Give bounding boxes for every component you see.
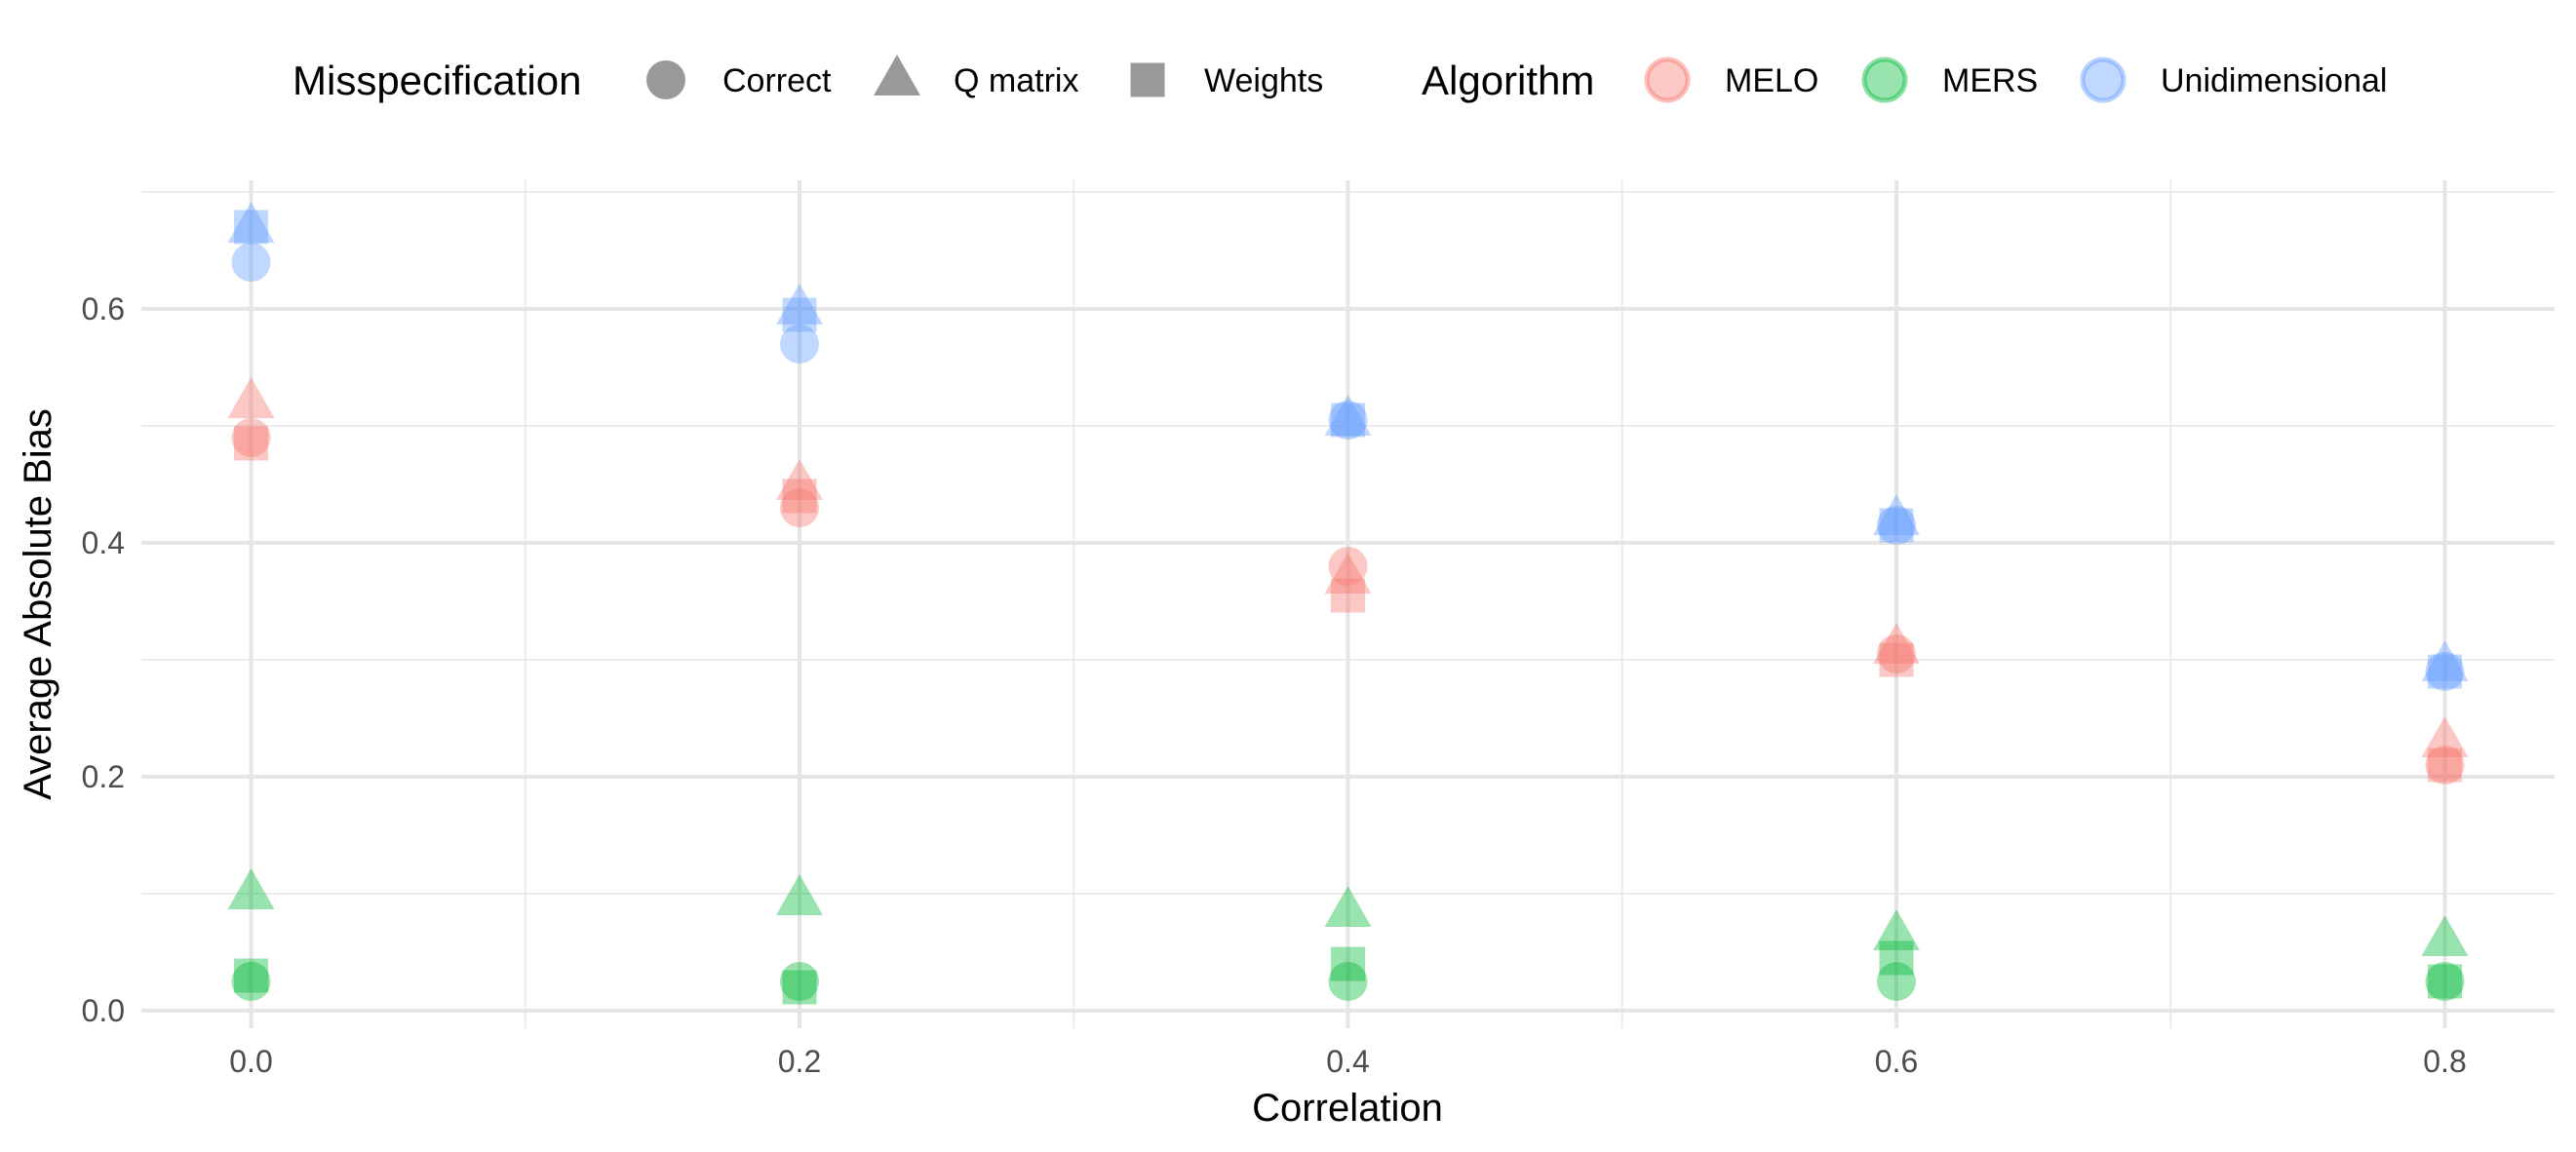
legend-color-swatch bbox=[2080, 57, 2127, 103]
legend-color-label: MELO bbox=[1725, 62, 1818, 99]
x-tick-label: 0.2 bbox=[778, 1044, 821, 1079]
unidimensional-weights-point bbox=[234, 210, 268, 245]
legend-color-title: Algorithm bbox=[1422, 58, 1594, 103]
legend-color-label: Unidimensional bbox=[2161, 62, 2387, 99]
mers-correct-point bbox=[2425, 962, 2465, 1001]
unidimensional-q-matrix-point bbox=[1324, 394, 1372, 436]
mers-weights-point bbox=[2428, 964, 2462, 999]
unidimensional-correct-point bbox=[231, 243, 271, 282]
melo-correct-point bbox=[231, 418, 271, 457]
melo-correct-point bbox=[1877, 634, 1916, 673]
unidimensional-weights-point bbox=[782, 297, 817, 332]
mers-q-matrix-point bbox=[776, 873, 823, 915]
legend-circle-icon bbox=[646, 60, 685, 99]
mers-weights-point bbox=[1879, 941, 1914, 976]
legend-color-items: MELO MERS Unidimensional bbox=[1644, 57, 2387, 103]
data-points bbox=[227, 201, 2469, 1005]
legend-shape-label: Q matrix bbox=[954, 62, 1078, 99]
legend-color-swatch bbox=[1644, 57, 1691, 103]
x-axis-ticks: 0.0 0.2 0.4 0.6 0.8 bbox=[229, 1044, 2466, 1079]
y-tick-label: 0.0 bbox=[82, 993, 125, 1028]
melo-q-matrix-point bbox=[1324, 552, 1372, 594]
legend-color-label: MERS bbox=[1942, 62, 2038, 99]
x-tick-label: 0.0 bbox=[229, 1044, 272, 1079]
unidimensional-q-matrix-point bbox=[1873, 493, 1920, 535]
x-tick-label: 0.4 bbox=[1326, 1044, 1369, 1079]
unidimensional-correct-point bbox=[2425, 652, 2465, 691]
melo-q-matrix-point bbox=[776, 458, 823, 500]
y-tick-label: 0.6 bbox=[82, 291, 125, 326]
x-tick-label: 0.8 bbox=[2423, 1044, 2466, 1079]
unidimensional-q-matrix-point bbox=[227, 201, 275, 243]
x-axis-title: Correlation bbox=[1252, 1087, 1443, 1130]
melo-weights-point bbox=[234, 426, 268, 461]
melo-weights-point bbox=[1331, 578, 1365, 613]
mers-q-matrix-point bbox=[227, 867, 275, 909]
melo-weights-point bbox=[782, 479, 817, 514]
unidimensional-weights-point bbox=[1331, 403, 1365, 438]
mers-weights-point bbox=[1331, 946, 1365, 981]
gridlines bbox=[141, 180, 2555, 1028]
unidimensional-q-matrix-point bbox=[2421, 639, 2469, 681]
legend-square-icon bbox=[1130, 62, 1165, 97]
melo-correct-point bbox=[2425, 746, 2465, 785]
mers-q-matrix-point bbox=[1324, 885, 1372, 927]
unidimensional-q-matrix-point bbox=[776, 283, 823, 325]
mers-correct-point bbox=[231, 962, 271, 1001]
mers-correct-point bbox=[1328, 962, 1368, 1001]
unidimensional-weights-point bbox=[2428, 654, 2462, 689]
legend: Misspecification Correct Q matrix Weights … bbox=[293, 54, 2387, 103]
y-tick-label: 0.4 bbox=[82, 525, 125, 560]
melo-q-matrix-point bbox=[2421, 715, 2469, 757]
melo-q-matrix-point bbox=[227, 376, 275, 418]
unidimensional-weights-point bbox=[1879, 508, 1914, 543]
y-axis-ticks: 0.0 0.2 0.4 0.6 bbox=[82, 291, 125, 1028]
legend-shape-label: Correct bbox=[722, 62, 832, 99]
y-axis-title: Average Absolute Bias bbox=[17, 408, 59, 800]
unidimensional-correct-point bbox=[1877, 506, 1916, 545]
legend-shape-label: Weights bbox=[1204, 62, 1323, 99]
melo-weights-point bbox=[2428, 748, 2462, 783]
legend-triangle-icon bbox=[874, 54, 920, 96]
melo-q-matrix-point bbox=[1873, 622, 1920, 664]
mers-weights-point bbox=[234, 958, 268, 993]
legend-shape-title: Misspecification bbox=[293, 58, 581, 103]
melo-correct-point bbox=[780, 488, 819, 527]
legend-shape-items: Correct Q matrix Weights bbox=[646, 54, 1323, 99]
mers-q-matrix-point bbox=[1873, 908, 1920, 950]
melo-weights-point bbox=[1879, 642, 1914, 677]
x-tick-label: 0.6 bbox=[1875, 1044, 1918, 1079]
unidimensional-correct-point bbox=[1328, 401, 1368, 440]
mers-correct-point bbox=[780, 962, 819, 1001]
mers-q-matrix-point bbox=[2421, 914, 2469, 956]
unidimensional-correct-point bbox=[780, 325, 819, 364]
melo-correct-point bbox=[1328, 547, 1368, 586]
legend-color-swatch bbox=[1861, 57, 1908, 103]
y-tick-label: 0.2 bbox=[82, 759, 125, 794]
mers-weights-point bbox=[782, 970, 817, 1005]
mers-correct-point bbox=[1877, 962, 1916, 1001]
